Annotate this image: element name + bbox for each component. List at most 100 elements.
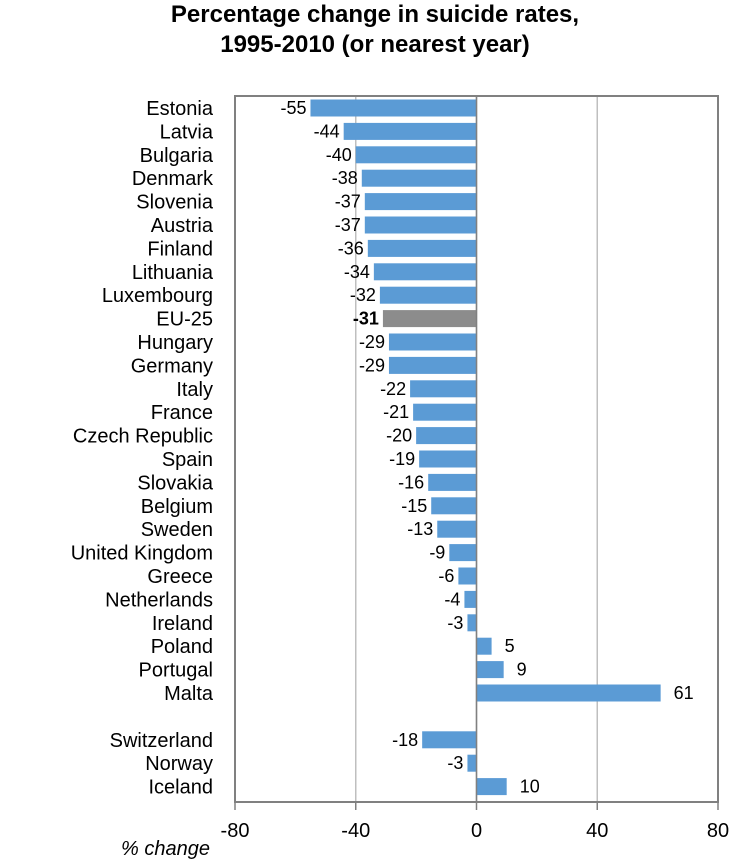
value-label: -13 (407, 519, 433, 539)
category-label: Luxembourg (102, 285, 213, 307)
value-label: -3 (447, 613, 463, 633)
category-label: Bulgaria (140, 145, 214, 167)
value-label: -16 (398, 472, 424, 492)
bar (428, 473, 477, 491)
bar (364, 193, 477, 211)
value-label: -38 (332, 168, 358, 188)
category-label: Belgium (141, 496, 213, 518)
category-label: Hungary (137, 332, 213, 354)
bar (388, 356, 477, 374)
category-label: Estonia (146, 98, 214, 120)
category-label: Slovakia (137, 472, 213, 494)
bar (410, 380, 477, 398)
bar (382, 310, 477, 328)
value-label: -36 (338, 238, 364, 258)
category-label: Slovenia (136, 192, 214, 214)
bar (476, 778, 507, 796)
category-label: EU-25 (156, 309, 213, 331)
value-label: -15 (401, 496, 427, 516)
category-label: Norway (145, 753, 213, 775)
x-axis-label: % change (121, 838, 210, 860)
bar (437, 520, 477, 538)
category-label: Spain (162, 449, 213, 471)
category-label: United Kingdom (71, 543, 213, 565)
category-label: Finland (147, 238, 213, 260)
bar (431, 497, 477, 515)
value-label: -9 (429, 543, 445, 563)
value-label: -19 (389, 449, 415, 469)
category-label: Germany (131, 355, 213, 377)
value-label: -32 (350, 285, 376, 305)
x-tick-label: 0 (471, 820, 482, 842)
x-axis-tick-labels: -80 -40 0 40 80 (221, 802, 729, 842)
value-label: -3 (447, 753, 463, 773)
bar (373, 263, 477, 281)
category-label: Iceland (149, 777, 214, 799)
value-label: -29 (359, 355, 385, 375)
bar (449, 544, 477, 562)
value-label: -44 (314, 121, 340, 141)
value-label: -55 (280, 98, 306, 118)
bar (367, 239, 477, 257)
value-label: -29 (359, 332, 385, 352)
x-tick-label: 40 (586, 820, 608, 842)
value-label: -18 (392, 730, 418, 750)
value-label: -22 (380, 379, 406, 399)
category-label: Sweden (141, 519, 213, 541)
value-label: 10 (520, 777, 540, 797)
bar (416, 427, 477, 445)
category-label: Greece (147, 566, 213, 588)
category-label: Czech Republic (73, 426, 213, 448)
chart-title-line-1: Percentage change in suicide rates, (171, 1, 579, 28)
value-label: -40 (326, 145, 352, 165)
category-label: Ireland (152, 613, 213, 635)
category-label: France (151, 402, 213, 424)
x-tick-label: -40 (341, 820, 370, 842)
category-label: Poland (151, 636, 213, 658)
bars (310, 99, 661, 796)
value-label: -37 (335, 192, 361, 212)
category-label: Malta (164, 683, 214, 705)
value-label: 9 (517, 660, 527, 680)
bar (419, 450, 477, 468)
category-labels: EstoniaLatviaBulgariaDenmarkSloveniaAust… (71, 98, 214, 799)
x-tick-label: -80 (221, 820, 250, 842)
category-label: Italy (176, 379, 213, 401)
bar (355, 146, 477, 164)
category-label: Netherlands (105, 589, 213, 611)
bar (364, 216, 477, 234)
value-label: -6 (438, 566, 454, 586)
bar (476, 637, 492, 655)
value-label: -21 (383, 402, 409, 422)
bar (310, 99, 477, 117)
bar (388, 333, 477, 351)
category-label: Switzerland (110, 730, 213, 752)
value-label: -37 (335, 215, 361, 235)
category-label: Lithuania (132, 262, 214, 284)
value-label: 5 (505, 636, 515, 656)
value-label: -31 (353, 309, 379, 329)
bar (413, 403, 477, 421)
value-label: -34 (344, 262, 370, 282)
value-label: -4 (444, 589, 460, 609)
bar (476, 661, 504, 679)
category-label: Portugal (139, 660, 214, 682)
value-label: -20 (386, 426, 412, 446)
bar (467, 614, 477, 632)
chart-title-line-2: 1995-2010 (or nearest year) (220, 31, 530, 58)
bar (361, 169, 477, 187)
value-labels: -55 -44 -40 -38 -37 -37 -36 -34 -32 -31 -29 -29 -22 -… (280, 98, 693, 797)
bar (379, 286, 477, 304)
category-label: Austria (151, 215, 214, 237)
bar (464, 590, 477, 608)
x-tick-label: 80 (707, 820, 729, 842)
bar (476, 684, 661, 702)
bar (422, 731, 477, 749)
bar (467, 754, 477, 772)
bar (458, 567, 477, 585)
category-label: Denmark (132, 168, 214, 190)
category-label: Latvia (160, 121, 214, 143)
value-label: 61 (674, 683, 694, 703)
bar (343, 122, 477, 140)
